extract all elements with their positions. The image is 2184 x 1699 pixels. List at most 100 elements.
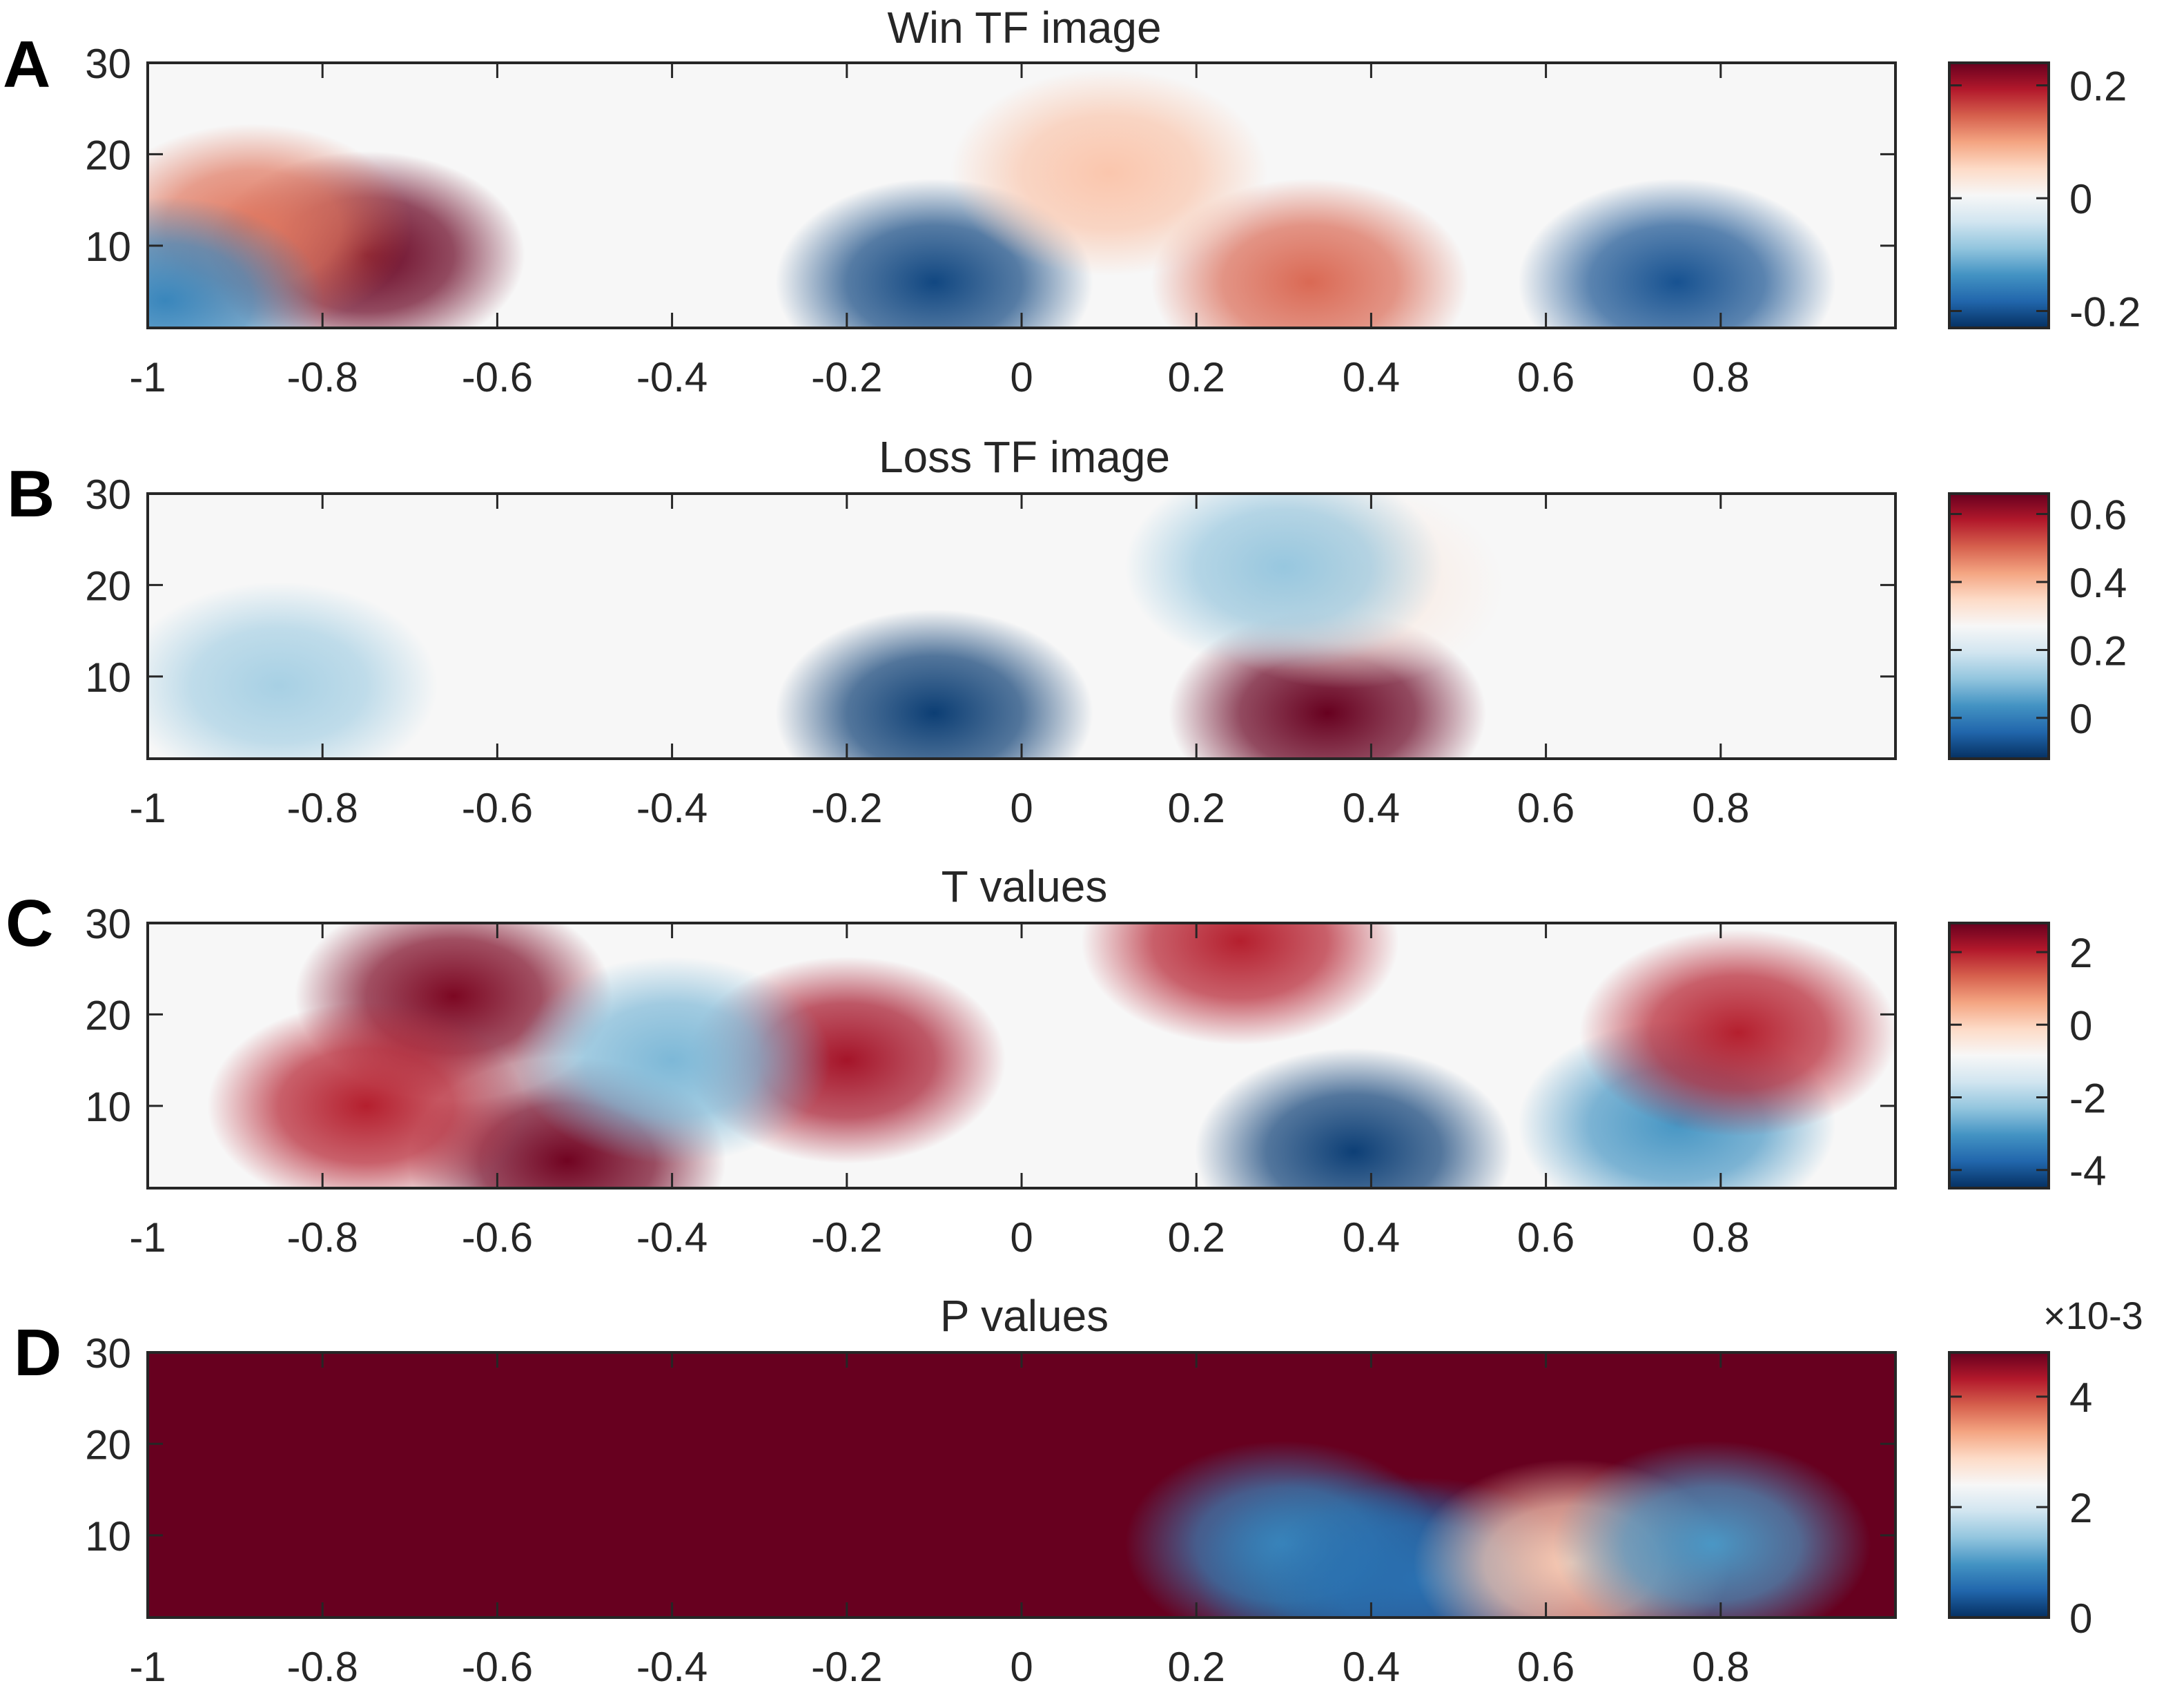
colorbar-tick-label: 0 [2069,176,2092,222]
heatmap-cell [1124,494,1443,670]
colorbar-tick-label: 0.4 [2069,560,2127,606]
x-tick-label: -0.2 [811,785,882,831]
panel-label: D [14,1316,61,1390]
panel-title: Win TF image [887,3,1161,52]
y-tick-label: 30 [85,901,131,947]
colorbar-tick-label: 0.6 [2069,492,2127,538]
x-tick-label: -0.6 [462,1644,533,1690]
y-tick-label: 30 [85,41,131,87]
heatmap-cell [1081,923,1399,1045]
y-ticks: 10 20 30 [85,41,1895,270]
y-ticks: 10 20 30 [85,1330,1895,1560]
y-tick-label: 30 [85,472,131,518]
x-tick-label: -0.2 [811,1214,882,1261]
x-tick-label: 0 [1010,354,1033,400]
x-tick-label: 0.6 [1517,354,1574,400]
colorbar-tick-label: 2 [2069,1485,2092,1531]
colorbar-tick-label: 0 [2069,1002,2092,1049]
heatmap-cell [148,197,324,328]
colorbar-tick-label: 0.2 [2069,64,2127,110]
x-ticks: -1 -0.8 -0.6 -0.4 -0.2 0 0.2 0.4 0.6 0.8 [129,494,1750,831]
x-tick-label: 0.8 [1692,785,1749,831]
colorbar-tick-label: 4 [2069,1375,2092,1421]
heatmap-cell [1518,178,1836,328]
heatmap-cell [513,956,831,1164]
y-ticks: 10 20 30 [85,472,1895,701]
colorbar-tick-label: -0.2 [2069,289,2141,335]
x-tick-label: 0.4 [1343,354,1400,400]
y-ticks: 10 20 30 [85,901,1895,1130]
colorbar-gradient [1948,61,2050,329]
x-tick-label: -0.4 [636,1644,708,1690]
panel-d: D P values -1 -0.8 -0.6 -0.4 -0.2 0 0.2 0.4 0.6 0… [14,1291,2143,1690]
x-tick-label: -0.4 [636,1214,708,1261]
x-tick-label: 0.6 [1517,1644,1574,1690]
heatmap-area [148,494,1895,759]
x-ticks: -1 -0.8 -0.6 -0.4 -0.2 0 0.2 0.4 0.6 0.8 [129,1352,1750,1690]
y-tick-label: 30 [85,1330,131,1377]
x-tick-label: -1 [129,785,166,831]
x-ticks: -1 -0.8 -0.6 -0.4 -0.2 0 0.2 0.4 0.6 0.8 [129,923,1750,1261]
x-tick-label: -0.4 [636,354,708,400]
heatmap-cell [207,1002,525,1188]
panel-title: Loss TF image [879,432,1170,482]
colorbar-gradient [1948,492,2050,760]
colorbar: -4 -2 0 2 [1948,922,2106,1194]
x-tick-label: -0.2 [811,354,882,400]
x-tick-label: -0.6 [462,1214,533,1261]
x-tick-label: 0.8 [1692,1644,1749,1690]
colorbar-tick-label: 0 [2069,1595,2092,1642]
x-tick-label: 0 [1010,785,1033,831]
x-tick-label: 0.4 [1343,1214,1400,1261]
x-tick-label: 0.4 [1343,785,1400,831]
x-tick-label: 0 [1010,1214,1033,1261]
heatmap-cell [950,68,1268,276]
colorbar-tick-label: 0.2 [2069,628,2127,674]
colorbar: -0.2 0 0.2 [1948,61,2141,335]
x-tick-label: 0.6 [1517,1214,1574,1261]
y-tick-label: 20 [85,1421,131,1468]
y-tick-label: 20 [85,132,131,178]
panel-c: C T values -1 -0.8 -0.6 -0.4 -0.2 0 0.2 0.4 0.6 0… [6,862,2106,1261]
colorbar-gradient [1948,922,2050,1190]
colorbar-gradient [1948,1351,2050,1619]
x-tick-label: 0.4 [1343,1644,1400,1690]
panel-label: C [6,886,53,960]
x-tick-label: -1 [129,1644,166,1690]
x-tick-label: -0.8 [287,1644,358,1690]
colorbar-tick-label: -2 [2069,1075,2106,1121]
y-tick-label: 20 [85,992,131,1038]
x-tick-label: -0.8 [287,1214,358,1261]
colorbar-tick-label: 2 [2069,930,2092,976]
panel-a: A Win TF image -1 -0.8 -0.6 -0.4 -0.2 0 0.2 0.4… [3,3,2141,400]
panel-label: B [7,457,55,531]
x-tick-label: -1 [129,354,166,400]
x-tick-label: -0.6 [462,785,533,831]
x-tick-label: -0.4 [636,785,708,831]
x-tick-label: 0.2 [1167,354,1225,400]
colorbar-tick-label: 0 [2069,696,2092,742]
y-tick-label: 10 [85,1513,131,1560]
heatmap-cell [1553,1441,1871,1618]
x-tick-label: 0 [1010,1644,1033,1690]
panel-b: B Loss TF image -1 -0.8 -0.6 -0.4 -0.2 0 0.2 0.… [7,432,2127,831]
x-tick-label: -1 [129,1214,166,1261]
x-tick-label: 0.8 [1692,354,1749,400]
y-tick-label: 10 [85,654,131,701]
x-tick-label: -0.8 [287,354,358,400]
colorbar: 0 2 4 ×10-3 [1948,1294,2143,1642]
heatmap-cell [775,609,1093,759]
heatmap-cell [1195,1048,1513,1188]
panel-title: P values [940,1291,1109,1341]
panel-label: A [3,28,50,101]
x-tick-label: -0.6 [462,354,533,400]
heatmap-area [148,63,1895,328]
y-tick-label: 20 [85,563,131,609]
heatmap-cell [148,582,438,759]
heatmap-cell [1579,929,1895,1136]
x-tick-label: -0.8 [287,785,358,831]
x-tick-label: -0.2 [811,1644,882,1690]
x-tick-label: 0.6 [1517,785,1574,831]
x-ticks: -1 -0.8 -0.6 -0.4 -0.2 0 0.2 0.4 0.6 0.8 [129,63,1750,400]
